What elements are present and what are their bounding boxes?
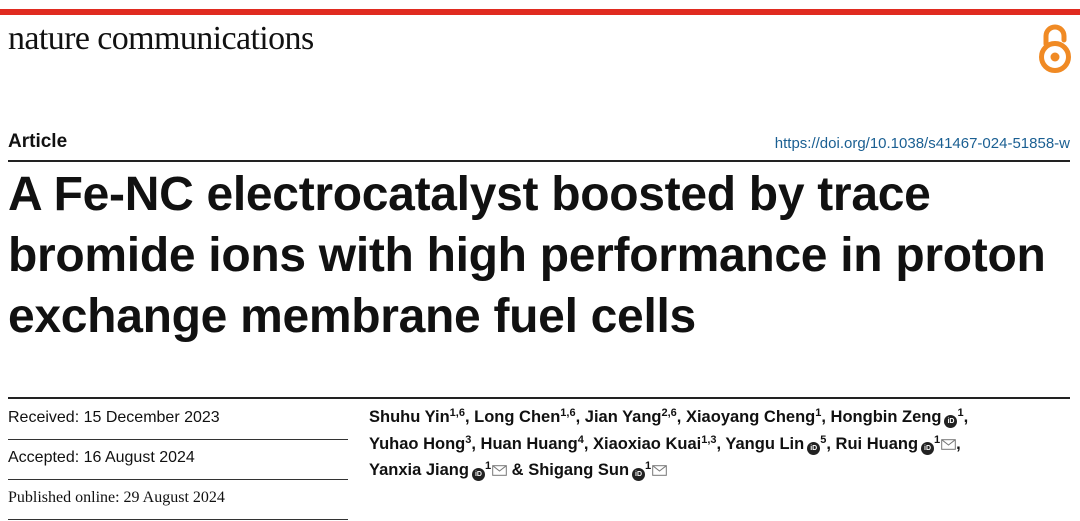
author-separator: , <box>471 434 481 453</box>
received-date: Received: 15 December 2023 <box>8 400 348 440</box>
author-separator: , <box>716 434 726 453</box>
author-name[interactable]: Xiaoxiao Kuai <box>593 434 702 453</box>
author-affiliation: 1 <box>815 407 822 419</box>
author-separator: , <box>826 434 836 453</box>
author-name[interactable]: Yuhao Hong <box>369 434 466 453</box>
orcid-icon[interactable]: iD <box>632 468 646 481</box>
email-icon[interactable] <box>492 465 507 476</box>
author-name[interactable]: Yangu Lin <box>725 434 805 453</box>
author-separator: , <box>821 408 831 426</box>
orcid-icon[interactable]: iD <box>471 468 485 481</box>
header-divider <box>8 160 1070 162</box>
author-affiliation: 1,6 <box>560 407 576 419</box>
accepted-date: Accepted: 16 August 2024 <box>8 440 348 480</box>
author-separator: , <box>575 408 585 426</box>
author-affiliation: 1 <box>934 433 941 446</box>
author-affiliation: 1,6 <box>449 407 465 419</box>
author-name[interactable]: Shuhu Yin <box>369 408 450 426</box>
author-separator: , <box>464 408 475 426</box>
author-separator: , <box>676 408 686 426</box>
journal-accent-bar <box>0 9 1080 15</box>
author-name[interactable]: Hongbin Zeng <box>830 408 942 426</box>
article-type-label: Article <box>8 131 68 152</box>
author-separator: , <box>956 434 961 453</box>
author-name[interactable]: Yanxia Jiang <box>369 461 469 479</box>
author-name[interactable]: Rui Huang <box>835 434 919 453</box>
author-separator: & <box>507 461 529 479</box>
title-divider <box>8 397 1070 399</box>
email-icon[interactable] <box>652 465 667 476</box>
open-access-lock-icon <box>1039 24 1071 73</box>
author-affiliation: 4 <box>577 433 584 446</box>
author-item: Shuhu Yin1,6 <box>369 407 465 427</box>
email-icon[interactable] <box>941 438 956 450</box>
orcid-icon[interactable]: iD <box>921 441 935 455</box>
author-item: Huan Huang4 <box>480 433 584 453</box>
orcid-icon[interactable]: iD <box>944 415 958 428</box>
author-name[interactable]: Long Chen <box>474 408 561 426</box>
author-item: Yanxia Jiang iD1 <box>369 460 507 481</box>
author-affiliation: 5 <box>820 433 827 446</box>
author-item: Rui Huang iD1 <box>835 433 957 455</box>
author-item: Yuhao Hong3 <box>369 433 472 453</box>
author-item: Shigang Sun iD1 <box>528 460 667 481</box>
author-item: Jian Yang2,6 <box>584 407 677 427</box>
author-name[interactable]: Huan Huang <box>480 434 578 453</box>
article-title: A Fe-NC electrocatalyst boosted by trace… <box>8 168 1046 343</box>
author-item: Yangu Lin iD5 <box>725 433 827 455</box>
author-item: Long Chen1,6 <box>474 407 576 427</box>
author-name[interactable]: Jian Yang <box>584 408 662 426</box>
author-affiliation: 1 <box>957 407 964 419</box>
author-item: Xiaoyang Cheng1 <box>685 407 822 427</box>
doi-link[interactable]: https://doi.org/10.1038/s41467-024-51858… <box>774 135 1070 152</box>
author-affiliation: 1 <box>484 460 492 472</box>
author-list: Shuhu Yin1,6, Long Chen1,6, Jian Yang2,6… <box>369 404 1069 484</box>
journal-name[interactable]: nature communications <box>8 20 314 57</box>
author-affiliation: 1,3 <box>701 433 717 446</box>
author-name[interactable]: Shigang Sun <box>528 461 630 479</box>
author-separator: , <box>963 408 969 426</box>
orcid-icon[interactable]: iD <box>807 441 821 455</box>
author-affiliation: 3 <box>465 433 472 446</box>
author-item: Hongbin Zeng iD1 <box>830 407 964 428</box>
author-item: Xiaoxiao Kuai1,3 <box>593 433 717 453</box>
article-dates: Received: 15 December 2023 Accepted: 16 … <box>8 400 348 520</box>
published-date: Published online: 29 August 2024 <box>8 480 348 520</box>
author-name[interactable]: Xiaoyang Cheng <box>685 408 816 426</box>
author-affiliation: 1 <box>645 460 652 472</box>
author-separator: , <box>583 434 594 453</box>
author-affiliation: 2,6 <box>661 407 677 419</box>
